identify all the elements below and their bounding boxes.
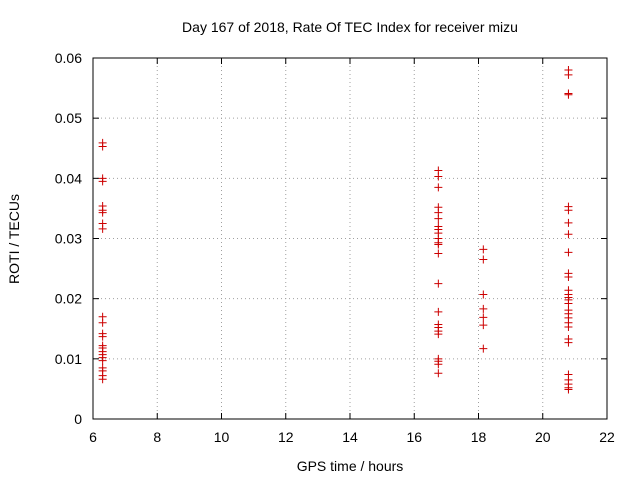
data-point-marker [98,318,107,327]
x-tick-label: 18 [471,429,487,445]
data-point-marker [434,330,443,339]
data-point-marker [98,375,107,384]
data-point-marker [564,273,573,282]
data-point-marker [564,90,573,99]
data-point-marker [564,230,573,239]
data-point-marker [564,248,573,257]
data-point-marker [479,344,488,353]
data-point-marker [479,304,488,313]
y-tick-label: 0.04 [55,170,82,186]
data-point-marker [564,206,573,215]
x-tick-label: 14 [342,429,358,445]
chart-title: Day 167 of 2018, Rate Of TEC Index for r… [182,19,518,35]
data-point-marker [98,224,107,233]
data-point-marker [434,172,443,181]
x-axis-label: GPS time / hours [297,458,404,474]
y-tick-label: 0.02 [55,291,82,307]
y-tick-label: 0.03 [55,231,82,247]
y-tick-label: 0.01 [55,351,82,367]
y-axis-label: ROTI / TECUs [6,194,22,284]
x-tick-label: 22 [599,429,615,445]
y-tick-label: 0 [74,411,82,427]
axis-ticks [92,57,608,420]
grid-lines [93,58,607,419]
x-tick-label: 12 [278,429,294,445]
x-tick-labels: 6 8 10 12 14 16 18 20 22 [89,429,615,445]
data-point-marker [479,313,488,322]
y-tick-label: 0.06 [55,50,82,66]
data-point-marker [564,322,573,331]
data-point-marker [564,218,573,227]
data-point-marker [479,290,488,299]
data-point-marker [98,142,107,151]
data-point-marker [434,183,443,192]
x-tick-label: 20 [535,429,551,445]
data-point-marker [434,360,443,369]
x-tick-label: 16 [406,429,422,445]
data-point-marker [564,70,573,79]
data-point-marker [479,321,488,330]
data-points [98,66,573,394]
y-tick-labels: 0 0.01 0.02 0.03 0.04 0.05 0.06 [55,50,82,427]
data-point-marker [98,208,107,217]
data-point-marker [98,356,107,365]
data-point-marker [434,240,443,249]
data-point-marker [98,332,107,341]
data-point-marker [479,255,488,264]
data-point-marker [434,307,443,316]
data-point-marker [434,369,443,378]
data-point-marker [98,177,107,186]
data-point-marker [479,245,488,254]
x-tick-label: 10 [214,429,230,445]
data-point-marker [434,214,443,223]
data-point-marker [564,338,573,347]
data-point-marker [434,249,443,258]
x-tick-label: 6 [89,429,97,445]
y-tick-label: 0.05 [55,110,82,126]
data-point-marker [434,279,443,288]
x-tick-label: 8 [153,429,161,445]
data-point-marker [564,385,573,394]
